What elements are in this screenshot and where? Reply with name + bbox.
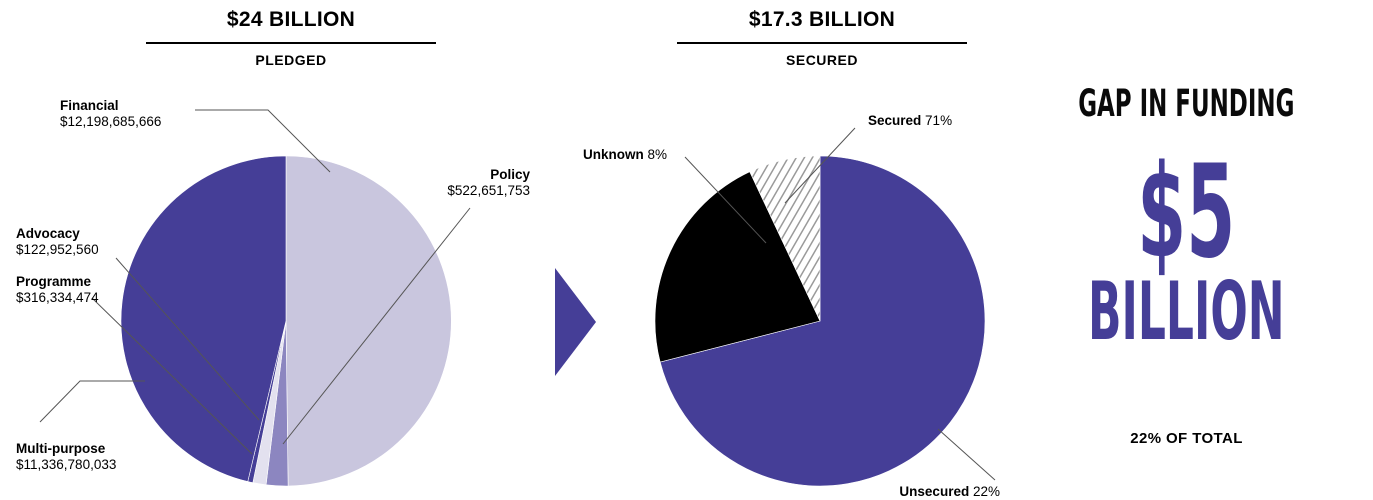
- pledged-subtitle: PLEDGED: [255, 52, 327, 68]
- leader-line-multipurpose: [39, 380, 145, 423]
- secured-slice-label-value: 71%: [925, 113, 953, 128]
- advocacy-label-name: Advocacy: [16, 226, 80, 241]
- unknown-label-name: Unknown: [583, 147, 644, 162]
- programme-label-name: Programme: [16, 274, 92, 289]
- programme-label: Programme $316,334,474: [16, 274, 99, 306]
- multipurpose-label-value: $11,336,780,033: [16, 457, 117, 472]
- secured-subtitle: SECURED: [786, 52, 858, 68]
- gap-panel: GAP IN FUNDING $5 BILLION 22% OF TOTAL: [1000, 0, 1373, 500]
- gap-share: 22% OF TOTAL: [1130, 430, 1243, 447]
- leader-line-advocacy: [115, 257, 260, 421]
- financial-label-name: Financial: [60, 98, 119, 113]
- secured-title: $17.3 BILLION: [748, 8, 896, 31]
- financial-label: Financial $12,198,685,666: [60, 98, 161, 130]
- secured-title-rule: [677, 42, 967, 44]
- secured-pie-chart: [654, 127, 996, 487]
- secured-slice-label: Secured 71%: [868, 113, 952, 129]
- policy-label-value: $522,651,753: [447, 183, 530, 198]
- arrow-right-icon: [555, 268, 596, 376]
- unsecured-label-name: Unsecured: [899, 484, 970, 499]
- advocacy-label: Advocacy $122,952,560: [16, 226, 99, 258]
- leader-line-unsecured: [937, 428, 996, 481]
- pie-slice-financial: [285, 155, 452, 487]
- policy-label: Policy $522,651,753: [420, 167, 530, 199]
- unsecured-label: Unsecured 22%: [899, 484, 1000, 500]
- advocacy-label-value: $122,952,560: [16, 242, 99, 257]
- unknown-label-value: 8%: [647, 147, 668, 162]
- financial-label-value: $12,198,685,666: [60, 114, 162, 129]
- secured-slice-label-name: Secured: [868, 113, 922, 128]
- pledged-title-rule: [146, 42, 436, 44]
- pie-slice-multi-purpose: [120, 155, 287, 482]
- policy-label-name: Policy: [490, 167, 530, 182]
- secured-panel: $17.3 BILLION SECURED Unknown 8% Secured…: [555, 0, 1000, 500]
- leader-line-programme: [91, 297, 253, 455]
- multipurpose-label-name: Multi-purpose: [16, 441, 106, 456]
- multipurpose-label: Multi-purpose $11,336,780,033: [16, 441, 116, 473]
- pledged-panel: $24 BILLION PLEDGED Financial $12,198,68…: [0, 0, 560, 500]
- gap-unit: BILLION: [1087, 265, 1285, 358]
- pie-slice-secured: [749, 155, 821, 322]
- leader-line-secured: [784, 127, 856, 204]
- pledged-title: $24 BILLION: [226, 8, 356, 31]
- pie-slice-unknown: [654, 171, 821, 363]
- leader-line-unknown: [684, 156, 767, 244]
- gap-amount: $5: [1137, 138, 1236, 287]
- pie-slice-unsecured: [659, 155, 986, 487]
- leader-line-financial: [195, 109, 331, 173]
- programme-label-value: $316,334,474: [16, 290, 99, 305]
- leader-line-policy: [282, 207, 471, 445]
- pledged-pie-chart: [39, 109, 471, 487]
- unsecured-label-value: 22%: [972, 484, 1000, 499]
- gap-title: GAP IN FUNDING: [1078, 82, 1295, 125]
- unknown-label: Unknown 8%: [583, 147, 667, 163]
